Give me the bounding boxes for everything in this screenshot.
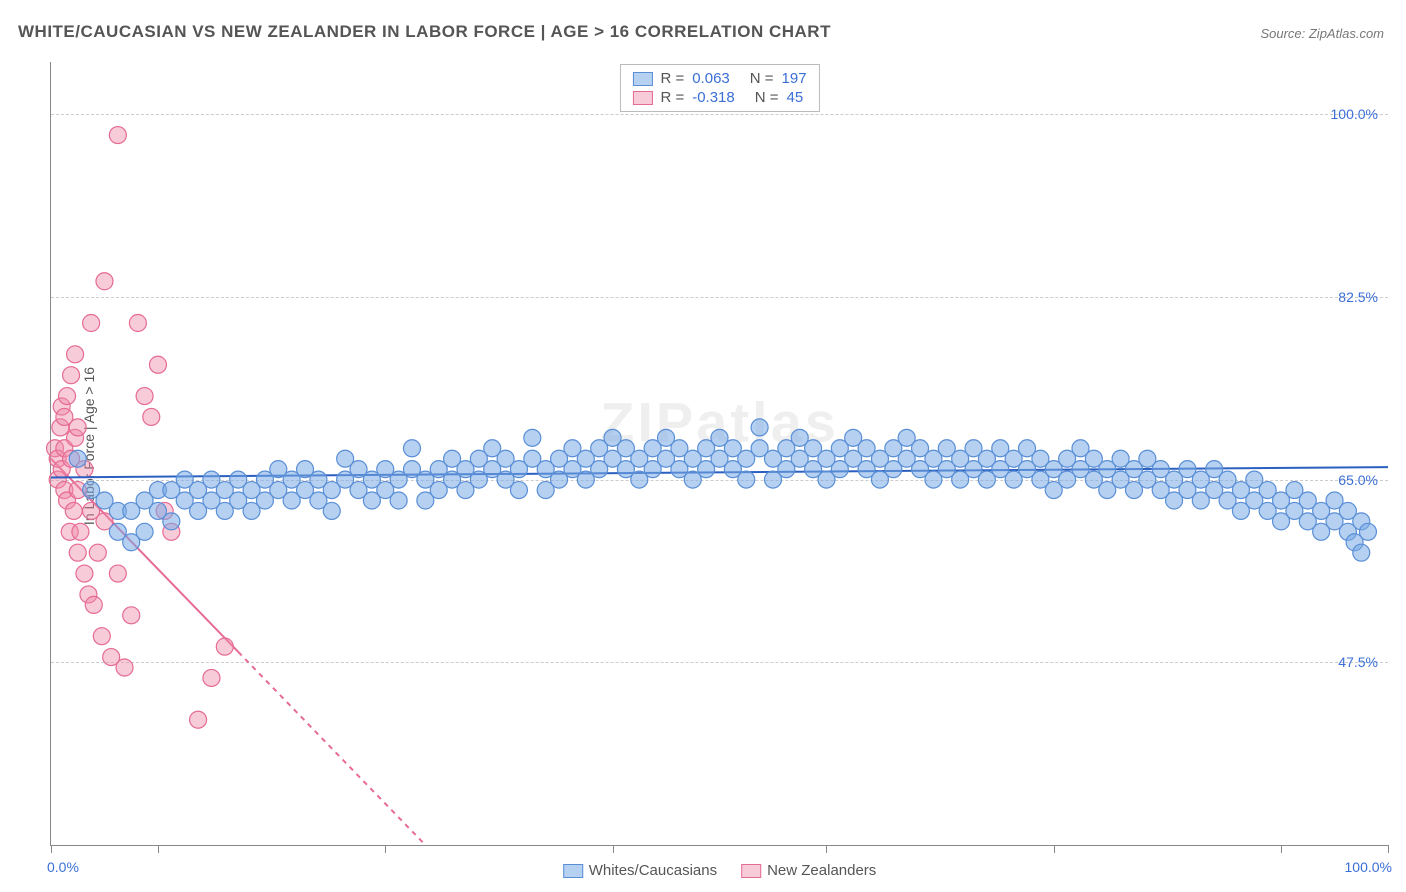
stat-r-blue: 0.063 xyxy=(692,70,730,87)
legend-label-blue: Whites/Caucasians xyxy=(589,862,717,879)
stat-n-pink: 45 xyxy=(787,89,804,106)
bottom-legend: Whites/Caucasians New Zealanders xyxy=(563,862,877,879)
x-axis-max-label: 100.0% xyxy=(1345,859,1392,875)
source-label: Source: ZipAtlas.com xyxy=(1260,26,1384,41)
chart-container: WHITE/CAUCASIAN VS NEW ZEALANDER IN LABO… xyxy=(0,0,1406,892)
stats-row-blue: R = 0.063 N = 197 xyxy=(632,69,806,88)
x-axis-min-label: 0.0% xyxy=(47,859,79,875)
stat-n-label-2: N = xyxy=(755,89,779,106)
swatch-blue xyxy=(632,72,652,86)
stats-row-pink: R = -0.318 N = 45 xyxy=(632,88,806,107)
chart-svg xyxy=(51,62,1388,845)
legend-swatch-pink xyxy=(741,864,761,878)
swatch-pink xyxy=(632,91,652,105)
legend-label-pink: New Zealanders xyxy=(767,862,876,879)
stat-r-pink: -0.318 xyxy=(692,89,735,106)
stat-n-label: N = xyxy=(750,70,774,87)
stats-legend-box: R = 0.063 N = 197 R = -0.318 N = 45 xyxy=(619,64,819,112)
legend-item-blue: Whites/Caucasians xyxy=(563,862,717,879)
plot-area: ZIPatlas 100.0%82.5%65.0%47.5% 0.0% 100.… xyxy=(50,62,1388,846)
stat-r-label-2: R = xyxy=(660,89,684,106)
legend-swatch-blue xyxy=(563,864,583,878)
chart-title: WHITE/CAUCASIAN VS NEW ZEALANDER IN LABO… xyxy=(18,22,831,42)
legend-item-pink: New Zealanders xyxy=(741,862,876,879)
stat-n-blue: 197 xyxy=(782,70,807,87)
stat-r-label: R = xyxy=(660,70,684,87)
